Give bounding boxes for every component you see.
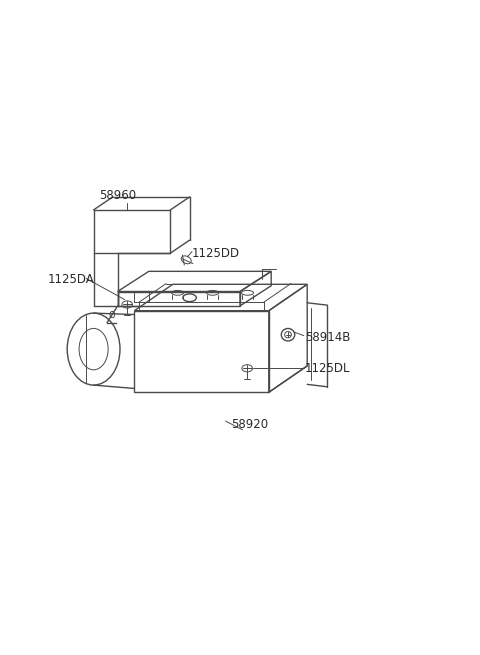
Text: 58920: 58920 bbox=[231, 418, 268, 431]
Text: 1125DL: 1125DL bbox=[305, 362, 350, 375]
Text: 58914B: 58914B bbox=[305, 331, 350, 344]
Text: 1125DD: 1125DD bbox=[192, 246, 240, 259]
Text: 58960: 58960 bbox=[99, 189, 136, 202]
Text: 1125DA: 1125DA bbox=[48, 273, 95, 286]
